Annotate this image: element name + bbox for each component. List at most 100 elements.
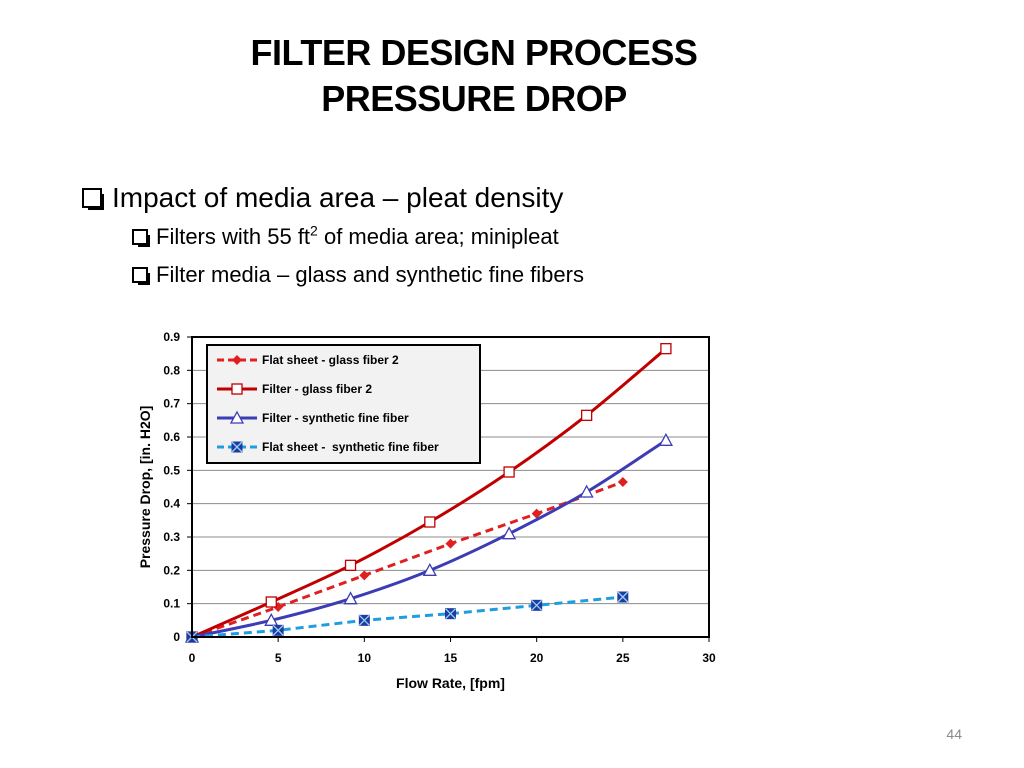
superscript: 2 [310,222,318,239]
x-tick-label: 10 [358,651,372,665]
sub-bullet-item: Filters with 55 ft2 of media area; minip… [132,218,584,256]
sub-bullet-text: Filter media – glass and synthetic fine … [156,262,584,287]
legend-item: Filter - glass fiber 2 [217,382,372,396]
marker-cross [445,608,456,620]
marker-shape [359,570,370,581]
data-point [658,432,674,446]
legend-box [206,344,481,464]
marker-shape [579,484,594,498]
bullet-text: Impact of media area – pleat density [112,182,564,213]
sub-bullet-text-pre: Filters with 55 ft [156,224,311,249]
data-point [445,608,456,620]
legend-label: Filter - glass fiber 2 [262,382,372,396]
sub-bullet-text-post: of media area; minipleat [317,224,559,249]
data-point [343,591,358,605]
data-point [344,559,357,571]
y-tick-label: 0.4 [163,497,180,511]
x-tick-label: 0 [189,651,196,665]
legend-item: Flat sheet - glass fiber 2 [217,353,399,367]
series-3 [184,432,674,643]
data-point [265,596,277,608]
x-tick-label: 25 [616,651,630,665]
data-point [424,516,436,528]
plot-border [191,336,710,638]
y-tick-label: 0.6 [163,430,180,444]
marker-cross [531,599,543,611]
x-tick-label: 30 [702,651,716,665]
series-line [191,480,624,639]
marker-shape [660,343,672,355]
marker-shape [264,612,279,626]
marker-shape [658,432,674,446]
sub-bullet-text: Filters with 55 ft2 of media area; minip… [156,224,559,250]
sub-bullet-item: Filter media – glass and synthetic fine … [132,256,584,294]
y-tick-label: 0.5 [163,463,180,477]
title-line-2: PRESSURE DROP [321,78,627,119]
marker-shape [265,596,277,608]
data-point [264,612,279,626]
legend-marker [229,410,245,424]
y-tick-label: 0 [173,630,180,644]
y-tick-label: 0.9 [163,330,180,344]
legend-marker [232,355,242,365]
legend-label: Flat sheet - glass fiber 2 [262,353,399,367]
data-point [359,570,370,581]
data-point [531,599,543,611]
checkbox-bullet-icon [82,188,104,210]
x-tick-label: 15 [444,651,458,665]
legend-label: Flat sheet - synthetic fine fiber [262,440,439,454]
legend-item: Filter - synthetic fine fiber [217,410,409,425]
marker-shape [445,538,456,549]
marker-shape [501,526,517,540]
series-line [191,595,623,639]
data-point [272,624,284,636]
y-tick-label: 0.7 [163,397,180,411]
y-tick-label: 0.2 [163,563,180,577]
marker-cross [617,591,629,603]
data-point [445,538,456,549]
marker-shape [531,508,542,519]
marker-shape [503,466,515,478]
marker-shape [232,355,242,365]
legend-item: Flat sheet - synthetic fine fiber [217,440,439,454]
marker-cross [231,441,243,453]
page-number: 44 [946,726,962,742]
data-point [617,591,629,603]
x-tick-label: 5 [275,651,282,665]
marker-shape [422,562,437,576]
x-tick-label: 20 [530,651,544,665]
checkbox-bullet-icon [132,267,150,285]
data-point [503,466,515,478]
y-tick-label: 0.3 [163,530,180,544]
legend-marker [231,383,243,395]
marker-shape [424,516,436,528]
marker-cross [358,614,370,626]
data-point [579,484,594,498]
data-point [501,526,517,540]
checkbox-bullet-icon [132,229,150,247]
bullet-list: Impact of media area – pleat density Fil… [82,178,584,294]
y-tick-label: 0.8 [163,363,180,377]
y-tick-label: 0.1 [163,597,180,611]
y-axis-label: Pressure Drop, [in. H2O] [137,406,153,569]
marker-shape [229,410,245,424]
marker-cross [272,624,284,636]
data-point [422,562,437,576]
marker-shape [617,477,628,487]
marker-shape [231,383,243,395]
data-point [660,343,672,355]
data-point [617,477,628,487]
marker-shape [344,559,357,571]
data-point [531,508,542,519]
bullet-item: Impact of media area – pleat density [82,178,584,218]
data-point [358,614,370,626]
marker-shape [580,409,593,421]
legend: Flat sheet - glass fiber 2 Filter - glass… [206,344,481,464]
legend-marker [231,441,243,453]
data-point [580,409,593,421]
slide-title: FILTER DESIGN PROCESS PRESSURE DROP [0,30,948,122]
legend-label: Filter - synthetic fine fiber [262,411,409,425]
title-line-1: FILTER DESIGN PROCESS [250,32,698,73]
x-axis-label: Flow Rate, [fpm] [396,675,505,691]
